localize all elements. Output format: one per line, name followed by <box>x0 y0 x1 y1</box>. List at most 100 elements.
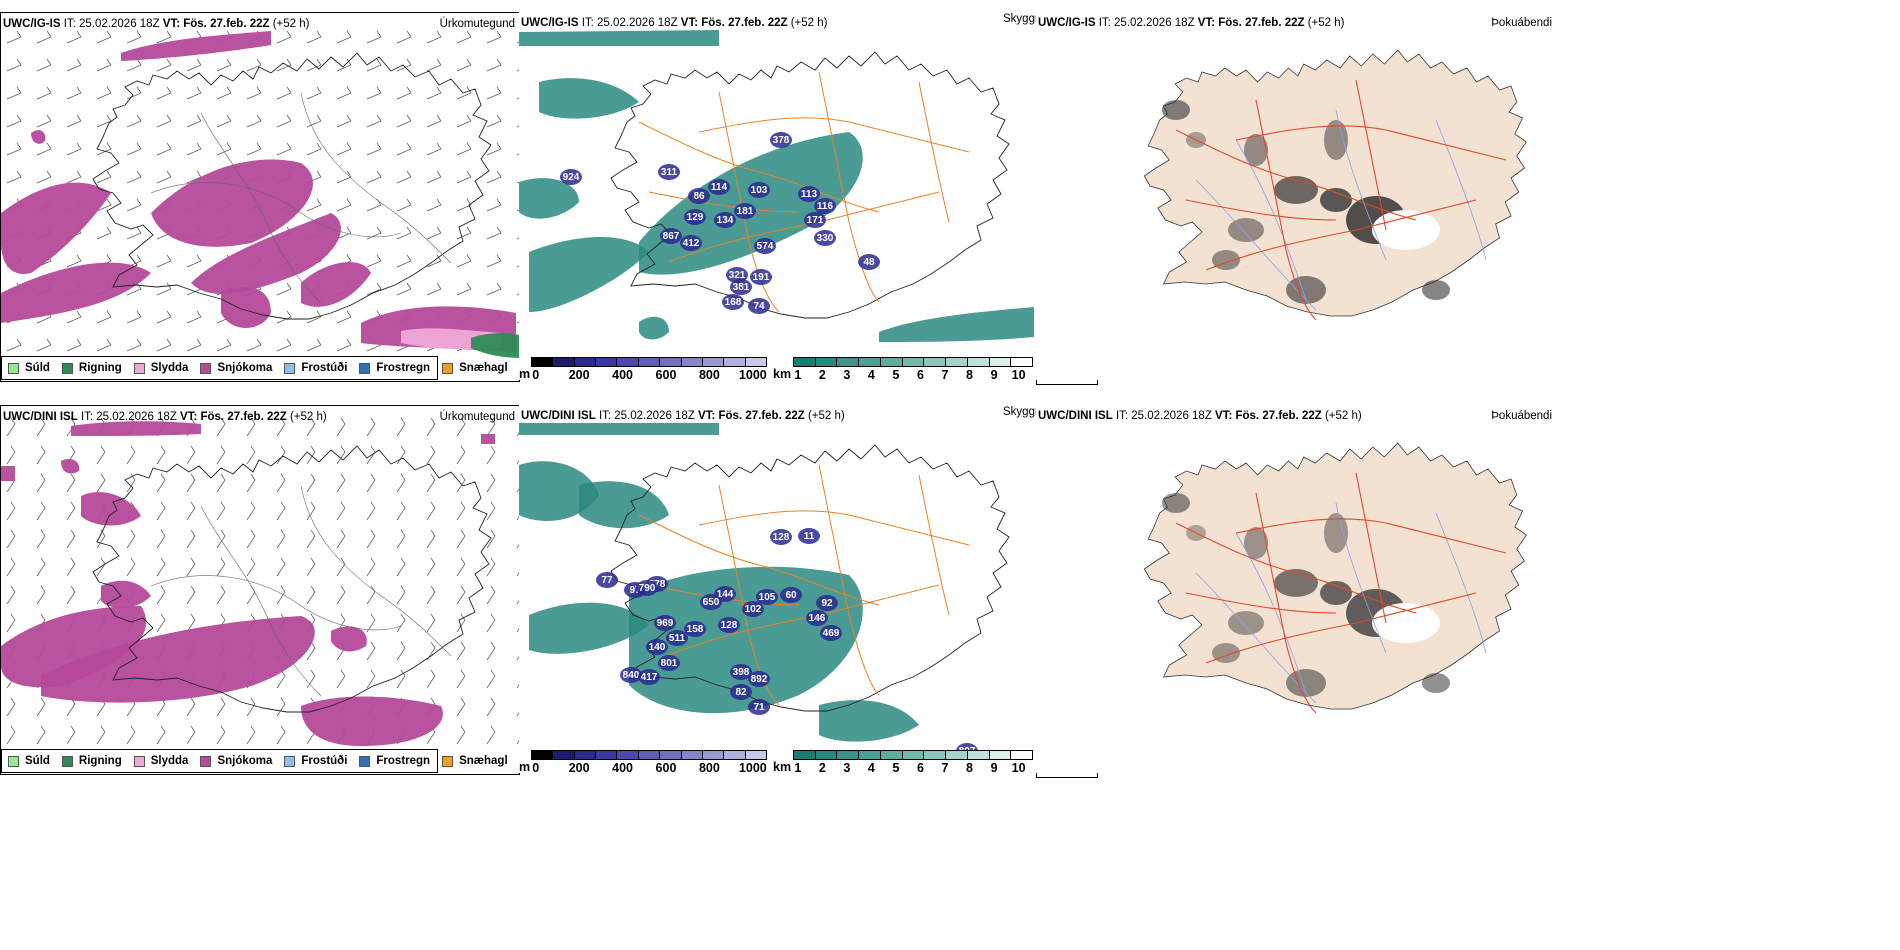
colorbar-segment <box>596 751 618 759</box>
colorbar-tick-label: 3 <box>843 761 851 773</box>
precip-area <box>331 626 367 652</box>
colorbar-tick-label: 6 <box>916 368 924 380</box>
low-cloud-patch <box>742 601 764 617</box>
colorbar-tick-label: 4 <box>867 368 875 380</box>
colorbar-ticks: 1 2 3 4 5 6 7 8 9 10 <box>793 760 1033 773</box>
precip-area <box>221 287 271 328</box>
low-cloud-patch <box>688 188 710 204</box>
cloud-base-label: 321 <box>729 270 746 281</box>
fog-map-top <box>1143 49 1527 321</box>
height-unit: m <box>519 760 531 773</box>
fog-map-bottom <box>1143 442 1527 714</box>
fog-area <box>1212 250 1240 270</box>
cloud-base-label: 74 <box>753 301 765 312</box>
visibility-colorbar: 1 2 3 4 5 6 7 8 9 10 <box>793 750 1033 773</box>
colorbar-tick-label: 400 <box>612 761 633 773</box>
precip-area <box>151 159 313 247</box>
precip-area <box>1 606 147 688</box>
colorbar-segment <box>681 358 703 366</box>
legend-swatch <box>359 755 371 767</box>
cloud-base-label: 105 <box>759 592 776 603</box>
cloud-base-label: 146 <box>809 613 826 624</box>
colorbar-tick-label: 200 <box>568 761 590 773</box>
cloud-base-label: 128 <box>721 620 738 631</box>
low-cloud-patch <box>814 230 836 246</box>
colorbar-tick-label: 800 <box>698 368 720 380</box>
low-cloud-patch <box>620 667 642 683</box>
colorbar-tick-label: 5 <box>892 368 900 380</box>
colorbar-segment <box>745 358 766 366</box>
cloud-base-label: 381 <box>733 282 750 293</box>
contours-layer <box>150 92 452 304</box>
low-cloud-patch <box>770 529 792 545</box>
colorbar-tick-label: 4 <box>867 761 875 773</box>
colorbar-segment <box>596 358 618 366</box>
low-cloud-patch <box>748 671 770 687</box>
cloud-base-label: 158 <box>687 624 704 635</box>
precip-area <box>481 434 495 444</box>
legend-label: Frostúði <box>301 755 348 767</box>
colorbar-tick-label: 0 <box>532 761 540 773</box>
precip-area <box>121 31 271 61</box>
low-cloud-patch <box>718 617 740 633</box>
legend-label: Snjókoma <box>217 362 273 374</box>
fog-area <box>1422 280 1450 300</box>
clear-area <box>1372 210 1440 250</box>
cloud-base-label: 71 <box>753 702 765 713</box>
colorbar-tick-label: 7 <box>941 761 949 773</box>
colorbar-tick-label: 5 <box>892 761 900 773</box>
legend-swatch <box>284 362 296 374</box>
colorbar-swatches <box>793 750 1033 760</box>
colorbar-swatches <box>793 357 1033 367</box>
legend-label: Slydda <box>150 362 189 374</box>
panel-header: UWC/IG-IS IT: 25.02.2026 18Z VT: Fös. 27… <box>3 18 310 30</box>
cloud-base-label: 578 <box>649 579 666 590</box>
low-cloud-patch <box>708 179 730 195</box>
iceland-land <box>1143 442 1527 710</box>
visibility-title: Skyggni <box>1003 13 1044 25</box>
colorbar-segment <box>989 751 1012 759</box>
low-cloud-patch <box>646 639 668 655</box>
panel-title: Þokuábendi <box>1491 17 1552 29</box>
colorbar-segment <box>924 358 947 366</box>
legend-item: Frostúði <box>284 362 347 374</box>
low-cloud-patch <box>730 684 752 700</box>
low-cloud-patch <box>730 664 752 680</box>
colorbar-segment <box>794 358 816 366</box>
cloud-panel-top: 378 311 924 114 103 86 113 116 129 181 134 171 330 86… <box>519 12 1037 380</box>
colorbar-tick-label: 200 <box>568 368 590 380</box>
legend-swatch <box>8 362 19 374</box>
colorbar-tick-label: 2 <box>818 761 826 773</box>
fog-area <box>1244 527 1268 559</box>
visibility-area <box>639 316 669 340</box>
colorbar-segment <box>681 751 703 759</box>
low-cloud-patch <box>666 630 688 646</box>
precip-area <box>1 182 111 274</box>
visibility-area <box>519 423 719 435</box>
legend-label: Snæhagl <box>459 362 508 374</box>
legend-label: Frostúði <box>301 362 348 374</box>
legend-label: Rigning <box>78 362 122 374</box>
colorbar-tick-label: 6 <box>916 761 924 773</box>
low-cloud-patch <box>726 267 748 283</box>
fog-area <box>1324 120 1348 160</box>
low-cloud-patch <box>684 621 706 637</box>
colorbar-ticks: 1 2 3 4 5 6 7 8 9 10 <box>793 367 1033 380</box>
legend-label: Snæhagl <box>459 755 508 767</box>
precip-panel-bottom: UWC/DINI ISL IT: 25.02.2026 18Z VT: Fös.… <box>0 405 520 775</box>
legend-item: Snæhagl <box>442 755 508 767</box>
colorbar-segment <box>638 751 661 759</box>
low-cloud-patch <box>680 235 702 251</box>
cloud-base-label: 171 <box>807 215 824 226</box>
legend-item: Snjókoma <box>200 362 272 374</box>
cloud-base-label: 129 <box>687 212 704 223</box>
low-cloud-patch <box>730 279 752 295</box>
colorbar-swatches <box>531 357 767 367</box>
colorbar-segment <box>553 358 575 366</box>
fog-area <box>1228 611 1264 635</box>
roads-layer <box>1175 79 1507 321</box>
low-cloud-patch <box>754 238 776 254</box>
legend-swatch <box>200 755 212 767</box>
cloud-base-label: 114 <box>711 182 728 193</box>
